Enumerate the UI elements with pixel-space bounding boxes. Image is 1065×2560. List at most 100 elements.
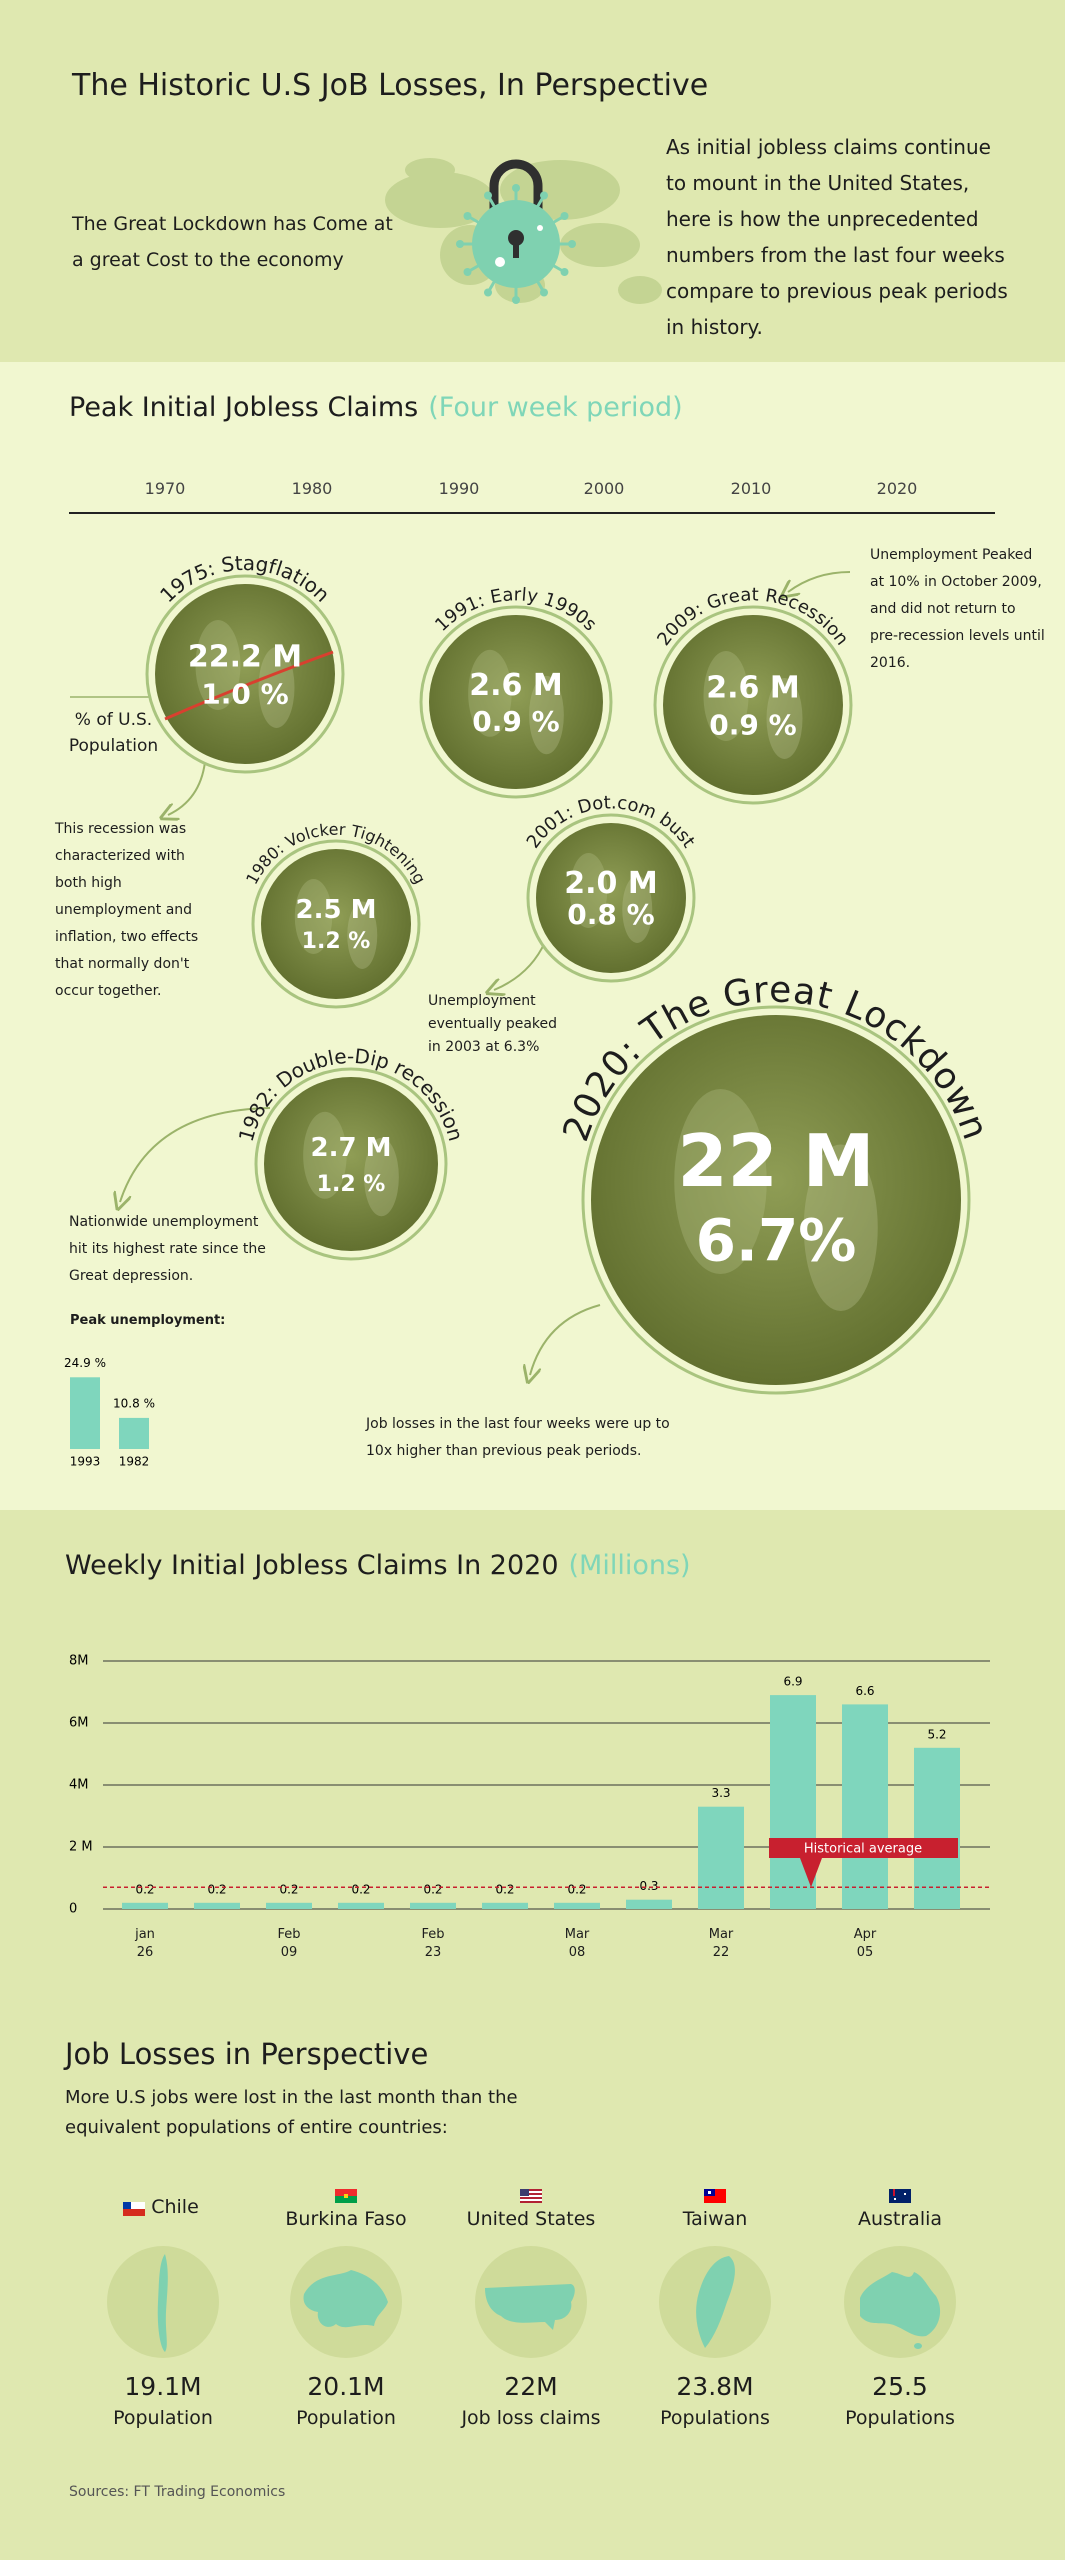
y-tick-label: 4M [69,1778,89,1793]
event-share: 6.7% [696,1207,857,1275]
value-label: 0.2 [423,1882,442,1896]
virus-dot [495,257,505,267]
photo-highlight [468,649,512,737]
section-title-text: Peak Initial Jobless Claims [69,392,419,423]
photo-highlight [803,1144,878,1311]
section-subtitle: More U.S jobs were lost in the last mont… [65,2087,518,2138]
bar [122,1902,168,1909]
virus-spike-tip [463,268,472,276]
photo-highlight [766,678,803,759]
flag-part [904,2193,906,2195]
virus-spike-tip [560,212,569,220]
country-label: Population [113,2407,213,2429]
event-jobs: 2.7 M [311,1133,392,1163]
x-tick-label: Feb 23 [421,1927,445,1960]
note: Nationwide unemployment hit its highest … [69,1214,266,1284]
year-label: 1980 [291,479,333,498]
country-name: Chile [151,2196,199,2218]
country-value: 20.1M [307,2372,385,2401]
bar [194,1902,240,1909]
bar [266,1902,312,1909]
x-tick-label: Mar 22 [708,1927,734,1960]
section-title: Peak Initial Jobless Claims (Four week pe… [69,392,683,423]
note: Unemployment Peaked at 10% in October 20… [870,547,1045,671]
event-share: 0.9 % [472,705,559,738]
year-label: 2010 [730,479,772,498]
event-share: 0.8 % [567,898,654,931]
country-label: Job loss claims [461,2407,601,2429]
value-label: 0.2 [351,1882,370,1896]
mini-label: 1993 [70,1455,101,1469]
bar [842,1704,888,1909]
virus-spike-tip [512,184,520,192]
mini-label: 1982 [119,1455,150,1469]
country-name: Australia [857,2208,943,2230]
note: Unemployment eventually peaked in 2003 a… [428,993,558,1055]
map-blob [560,223,640,267]
country-value: 23.8M [676,2372,754,2401]
photo-highlight [258,647,295,728]
flag-part [894,2198,896,2200]
photo-highlight [674,1089,767,1274]
year-label: 2020 [876,479,918,498]
tagline: The Great Lockdown has Come at a great C… [72,213,393,271]
event-share: 1.0 % [201,678,288,711]
flag-part [520,2189,542,2191]
value-label: 0.3 [639,1879,658,1893]
event-photo [536,823,686,973]
arrow [168,761,206,815]
virus-spike-tip [568,240,576,248]
section-title: Job Losses in Perspective [65,2037,429,2071]
flag-part [520,2197,542,2199]
flag-part [520,2201,542,2203]
event-jobs: 22 M [678,1119,875,1203]
mini-value-label: 24.9 % [64,1356,106,1370]
x-tick-label: Mar 08 [564,1927,590,1960]
flag-part [123,2209,145,2216]
country-value: 19.1M [124,2372,202,2401]
value-label: 0.2 [495,1882,514,1896]
average-pointer [800,1858,822,1888]
value-label: 5.2 [927,1727,946,1741]
event-photo [663,615,843,795]
flag-part [335,2189,357,2196]
value-label: 0.2 [279,1882,298,1896]
photo-highlight [569,853,608,928]
flag-part [708,2191,711,2194]
bar [626,1899,672,1909]
photo-highlight [703,651,749,741]
country-shape [696,2256,735,2348]
keyhole [508,230,524,246]
event-jobs: 2.5 M [296,895,377,925]
chart-subtitle: (Millions) [568,1550,691,1581]
event-share: 0.9 % [709,709,796,742]
flag-part [344,2194,348,2198]
arrow [120,1107,271,1202]
flag-part [123,2202,131,2209]
x-tick-label: Feb 09 [277,1927,301,1960]
country-value: 25.5 [872,2372,928,2401]
flag-part [893,2189,895,2196]
bar [914,1747,960,1909]
bar [698,1806,744,1909]
map-blob [618,276,662,304]
country-shape [914,2343,922,2349]
event-photo [429,615,603,789]
x-tick-label: Apr 05 [853,1927,877,1960]
country-name: United States [466,2208,596,2230]
y-tick-label: 6M [69,1716,89,1731]
flag-part [889,2189,911,2203]
country-label: Populations [660,2407,770,2429]
keyhole-slot [513,240,519,258]
virus-spike-tip [456,240,464,248]
average-box [769,1838,958,1858]
event-jobs: 2.6 M [706,670,799,705]
event-photo [591,1015,961,1385]
virus-spike-tip [540,191,548,200]
x-tick-label: jan 26 [135,1927,155,1960]
lower-bg [0,1510,1065,2560]
photo-highlight [303,1111,347,1199]
value-label: 0.2 [567,1882,586,1896]
country-name: Taiwan [682,2208,748,2230]
